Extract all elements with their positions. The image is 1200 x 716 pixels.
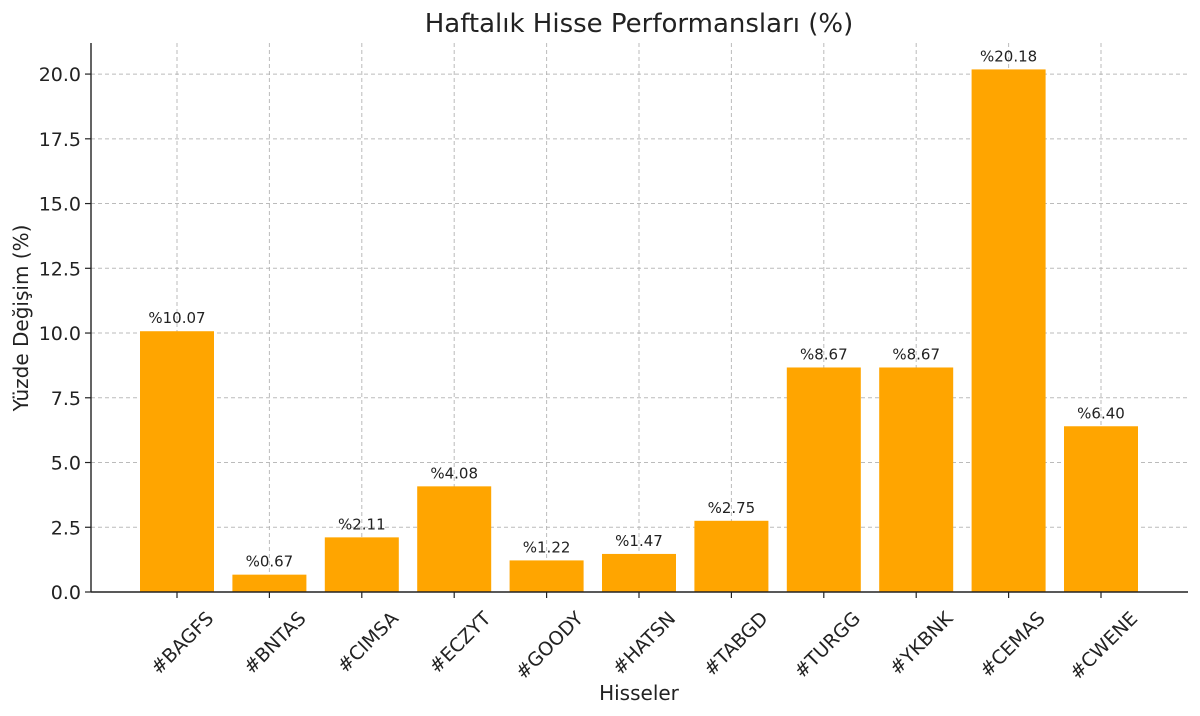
bar-value-label: %4.08 (430, 464, 478, 482)
y-tick-label: 20.0 (39, 64, 81, 86)
bar (324, 537, 399, 592)
x-tick-label: #YKBNK (885, 607, 957, 679)
bar-value-label: %1.22 (523, 538, 571, 556)
bar (1064, 426, 1138, 592)
bar-value-label: %8.67 (800, 345, 848, 363)
x-axis-title: Hisseler (599, 681, 680, 705)
bar-value-label: %6.40 (1077, 404, 1125, 422)
x-ticks: #BAGFS #BNTAS #CIMSA #ECZYT #GOODY #HATSN #TAB… (147, 592, 1142, 684)
x-tick-label: #TURGG (790, 608, 865, 683)
bar (602, 553, 676, 592)
x-tick-label: #BAGFS (147, 608, 218, 679)
y-ticks: 0.0 2.5 5.0 7.5 10.0 12.5 15.0 17.5 20.0 (39, 64, 91, 604)
bar (786, 367, 861, 592)
bar (971, 69, 1046, 592)
x-tick-label: #BNTAS (240, 608, 311, 679)
bar-value-label: %2.75 (708, 499, 756, 517)
x-tick-label: #TABGD (700, 608, 773, 681)
bar-value-label: %20.18 (980, 47, 1037, 65)
y-tick-label: 0.0 (51, 582, 81, 604)
chart-title: Haftalık Hisse Performansları (%) (425, 9, 854, 39)
x-tick-label: #CWENE (1066, 608, 1143, 685)
bar (140, 331, 214, 592)
bar (417, 486, 492, 592)
x-tick-label: #GOODY (512, 607, 588, 683)
y-axis-title: Yüzde Değişim (%) (9, 225, 33, 413)
y-tick-label: 10.0 (39, 323, 81, 345)
bar-value-label: %2.11 (338, 515, 386, 533)
bar (509, 560, 584, 592)
y-tick-label: 17.5 (39, 129, 81, 151)
y-tick-label: 12.5 (39, 258, 81, 280)
y-tick-label: 2.5 (51, 517, 81, 539)
y-tick-label: 7.5 (51, 388, 81, 410)
x-tick-label: #HATSN (608, 608, 680, 680)
bar-value-label: %0.67 (246, 553, 294, 571)
x-tick-label: #CIMSA (333, 608, 403, 678)
y-tick-label: 5.0 (51, 453, 81, 475)
x-tick-label: #ECZYT (425, 607, 496, 678)
bar-value-label: %10.07 (148, 309, 205, 327)
bar-value-label: %8.67 (892, 345, 940, 363)
bar (879, 367, 954, 592)
bar-value-label: %1.47 (615, 532, 663, 550)
bars (140, 69, 1138, 592)
bar (694, 520, 769, 592)
data-labels: %10.07 %0.67 %2.11 %4.08 %1.22 %1.47 %2.75 %8.6… (148, 47, 1124, 570)
x-tick-label: #CEMAS (976, 608, 1050, 682)
y-tick-label: 15.0 (39, 194, 81, 216)
bar (232, 574, 307, 592)
